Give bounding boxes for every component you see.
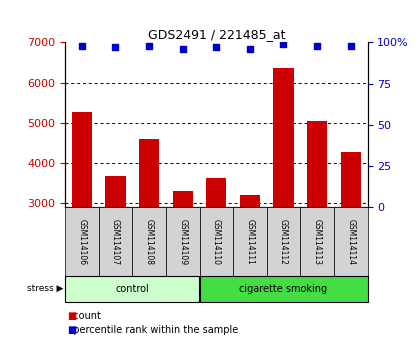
Text: GSM114109: GSM114109 bbox=[178, 218, 187, 265]
Text: GSM114110: GSM114110 bbox=[212, 219, 221, 264]
Text: GSM114108: GSM114108 bbox=[144, 219, 154, 264]
Point bbox=[347, 43, 354, 48]
Text: GSM114112: GSM114112 bbox=[279, 219, 288, 264]
Bar bbox=[105, 176, 126, 207]
Text: GSM114111: GSM114111 bbox=[245, 219, 255, 264]
Bar bbox=[206, 178, 226, 207]
Text: ■: ■ bbox=[67, 325, 76, 335]
Point bbox=[247, 46, 253, 52]
Title: GDS2491 / 221485_at: GDS2491 / 221485_at bbox=[147, 28, 285, 41]
Bar bbox=[173, 190, 193, 207]
Bar bbox=[139, 139, 159, 207]
Text: count: count bbox=[67, 311, 101, 321]
Point bbox=[112, 45, 119, 50]
Point bbox=[79, 43, 85, 48]
Bar bbox=[341, 152, 361, 207]
Text: GSM114106: GSM114106 bbox=[77, 218, 87, 265]
Point bbox=[280, 41, 287, 47]
Point bbox=[213, 45, 220, 50]
Text: ■: ■ bbox=[67, 311, 76, 321]
Text: stress ▶: stress ▶ bbox=[26, 284, 63, 293]
Point bbox=[146, 43, 152, 48]
Text: GSM114107: GSM114107 bbox=[111, 218, 120, 265]
Bar bbox=[307, 121, 327, 207]
Text: GSM114113: GSM114113 bbox=[312, 219, 322, 264]
Bar bbox=[240, 195, 260, 207]
Point bbox=[179, 46, 186, 52]
Bar bbox=[273, 68, 294, 207]
Text: control: control bbox=[116, 284, 149, 294]
Text: percentile rank within the sample: percentile rank within the sample bbox=[67, 325, 239, 335]
Bar bbox=[72, 112, 92, 207]
Text: cigarette smoking: cigarette smoking bbox=[239, 284, 328, 294]
Text: GSM114114: GSM114114 bbox=[346, 219, 355, 264]
Point bbox=[314, 43, 320, 48]
